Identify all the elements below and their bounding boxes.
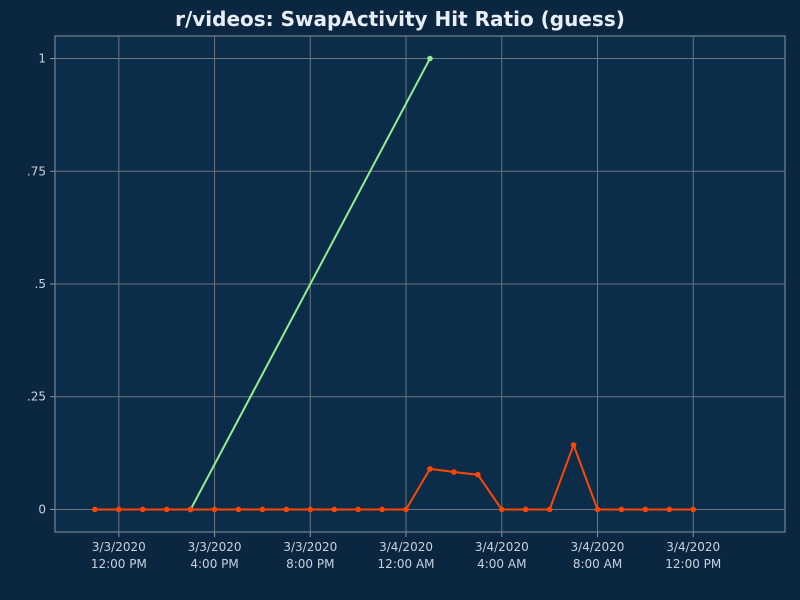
y-tick-label: .5 xyxy=(35,277,46,291)
data-point[interactable] xyxy=(355,506,361,513)
data-point[interactable] xyxy=(427,466,433,472)
data-point[interactable] xyxy=(187,506,194,513)
data-point[interactable] xyxy=(92,506,98,513)
x-tick-label-date: 3/3/2020 xyxy=(283,540,337,554)
data-point[interactable] xyxy=(116,506,122,513)
x-tick-label-time: 8:00 PM xyxy=(286,557,334,571)
data-point[interactable] xyxy=(403,506,409,513)
y-axis: 0 .25 .5 .75 1 xyxy=(27,52,55,516)
x-tick-label-date: 3/3/2020 xyxy=(188,540,242,554)
data-point[interactable] xyxy=(235,506,242,513)
y-tick-label: .25 xyxy=(27,390,46,404)
x-tick-label-date: 3/4/2020 xyxy=(571,540,625,554)
y-tick-label: .75 xyxy=(27,164,46,178)
data-point[interactable] xyxy=(283,506,290,513)
data-point[interactable] xyxy=(522,506,529,513)
data-point[interactable] xyxy=(331,506,338,513)
series-layer xyxy=(92,55,697,513)
x-tick-label-time: 12:00 PM xyxy=(665,557,721,571)
series-1 xyxy=(92,442,697,513)
data-point[interactable] xyxy=(379,506,385,513)
x-tick-label-time: 12:00 AM xyxy=(378,557,435,571)
x-tick-label-date: 3/4/2020 xyxy=(475,540,529,554)
series-line xyxy=(189,58,431,510)
data-point[interactable] xyxy=(642,506,649,513)
data-point[interactable] xyxy=(498,506,505,513)
x-tick-label-date: 3/4/2020 xyxy=(379,540,433,554)
x-tick-label-time: 4:00 PM xyxy=(190,557,238,571)
x-tick-label-date: 3/3/2020 xyxy=(92,540,146,554)
data-point[interactable] xyxy=(666,506,673,513)
data-point[interactable] xyxy=(618,506,625,513)
series-line xyxy=(94,443,694,511)
data-point[interactable] xyxy=(211,506,218,513)
x-tick-label-date: 3/4/2020 xyxy=(666,540,720,554)
data-point[interactable] xyxy=(570,442,577,448)
chart-title: r/videos: SwapActivity Hit Ratio (guess) xyxy=(175,7,625,31)
data-point[interactable] xyxy=(427,55,433,62)
x-axis: 3/3/2020 12:00 PM 3/3/2020 4:00 PM 3/3/2020 8… xyxy=(91,532,721,571)
data-point[interactable] xyxy=(259,506,266,513)
data-point[interactable] xyxy=(475,471,481,478)
data-point[interactable] xyxy=(163,506,170,513)
data-point[interactable] xyxy=(546,506,553,513)
data-point[interactable] xyxy=(594,506,601,513)
data-point[interactable] xyxy=(307,506,314,513)
x-tick-label-time: 8:00 AM xyxy=(573,557,622,571)
x-tick-label-time: 12:00 PM xyxy=(91,557,147,571)
data-point[interactable] xyxy=(451,469,457,475)
y-tick-label: 1 xyxy=(38,52,46,66)
data-point[interactable] xyxy=(139,506,146,513)
y-tick-label: 0 xyxy=(38,502,46,516)
x-tick-label-time: 4:00 AM xyxy=(477,557,526,571)
data-point[interactable] xyxy=(690,506,697,513)
